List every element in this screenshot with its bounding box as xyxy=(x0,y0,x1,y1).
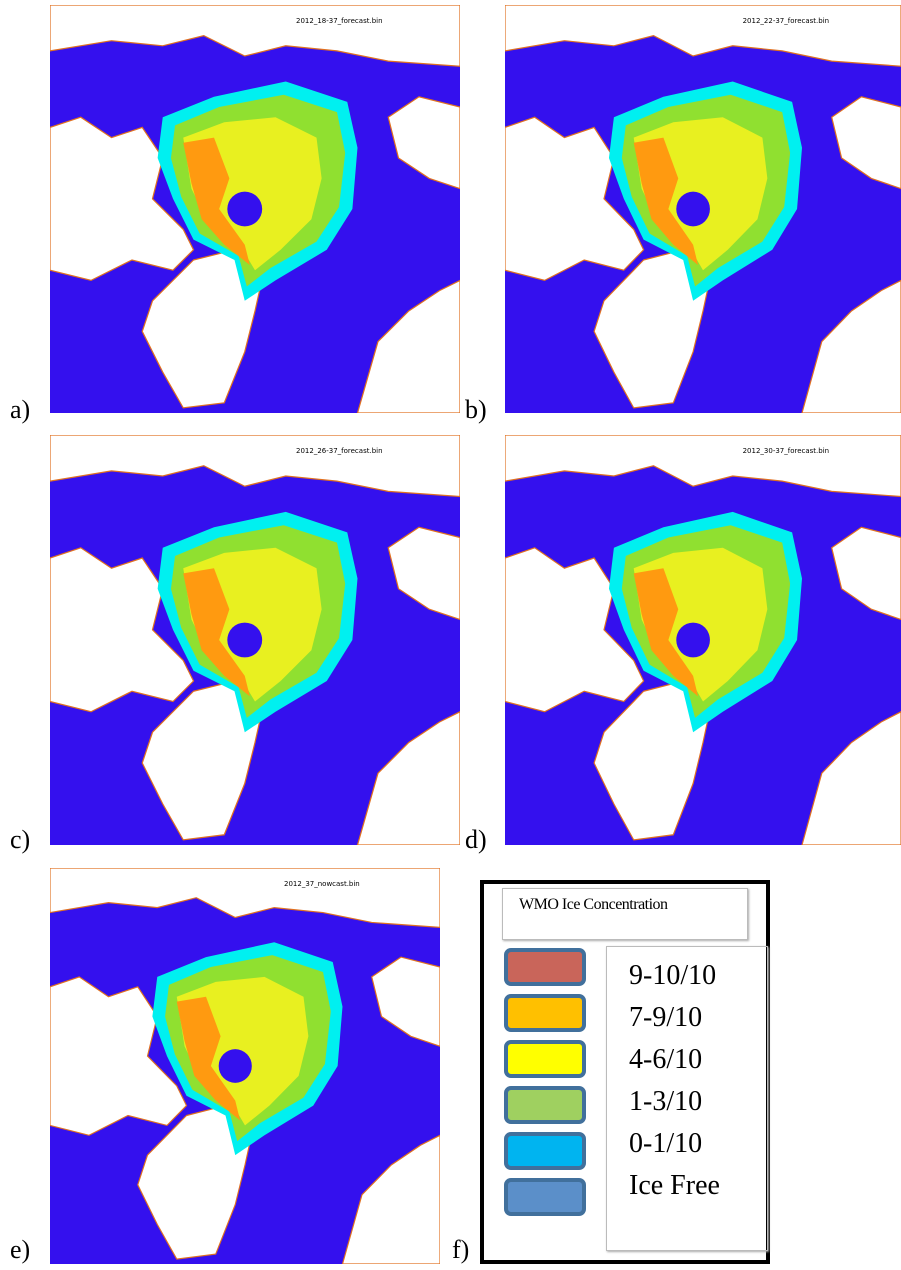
legend-swatch xyxy=(504,1040,586,1078)
map-title: 2012_26-37_forecast.bin xyxy=(296,447,383,455)
map: 2012_18-37_forecast.bin xyxy=(50,5,460,413)
map-image xyxy=(50,5,460,413)
legend-item-label: 9-10/10 xyxy=(629,961,716,991)
map-image xyxy=(505,435,901,845)
legend-item-label: 7-9/10 xyxy=(629,1003,702,1033)
legend: WMO Ice Concentration 9-10/10 7-9/10 4-6/1… xyxy=(480,880,770,1264)
map-title: 2012_18-37_forecast.bin xyxy=(296,17,383,25)
map-image xyxy=(505,5,901,413)
panel-label: e) xyxy=(10,1235,30,1265)
legend-item-label: 0-1/10 xyxy=(629,1129,702,1159)
legend-swatch xyxy=(504,948,586,986)
map-title: 2012_22-37_forecast.bin xyxy=(743,17,830,25)
panel-label: f) xyxy=(452,1235,469,1265)
legend-item-label: 4-6/10 xyxy=(629,1045,702,1075)
legend-item-label: Ice Free xyxy=(629,1171,720,1201)
legend-item-label: 1-3/10 xyxy=(629,1087,702,1117)
page: 2012_18-37_forecast.bin a) 2012_22-37_fore… xyxy=(0,0,901,1270)
legend-swatch xyxy=(504,994,586,1032)
panel-label: c) xyxy=(10,825,30,855)
legend-swatch xyxy=(504,1086,586,1124)
map: 2012_26-37_forecast.bin xyxy=(50,435,460,845)
map: 2012_37_nowcast.bin xyxy=(50,868,440,1264)
panel-label: b) xyxy=(465,395,487,425)
panel-label: a) xyxy=(10,395,30,425)
map-image xyxy=(50,435,460,845)
map: 2012_22-37_forecast.bin xyxy=(505,5,901,413)
map-image xyxy=(50,868,440,1264)
panel-label: d) xyxy=(465,825,487,855)
legend-swatch xyxy=(504,1178,586,1216)
legend-title: WMO Ice Concentration xyxy=(502,888,748,940)
map-title: 2012_37_nowcast.bin xyxy=(284,880,360,888)
legend-swatch xyxy=(504,1132,586,1170)
legend-label-box: 9-10/10 7-9/10 4-6/10 1-3/10 0-1/10 Ice Free xyxy=(606,946,768,1251)
map-title: 2012_30-37_forecast.bin xyxy=(743,447,830,455)
map: 2012_30-37_forecast.bin xyxy=(505,435,901,845)
